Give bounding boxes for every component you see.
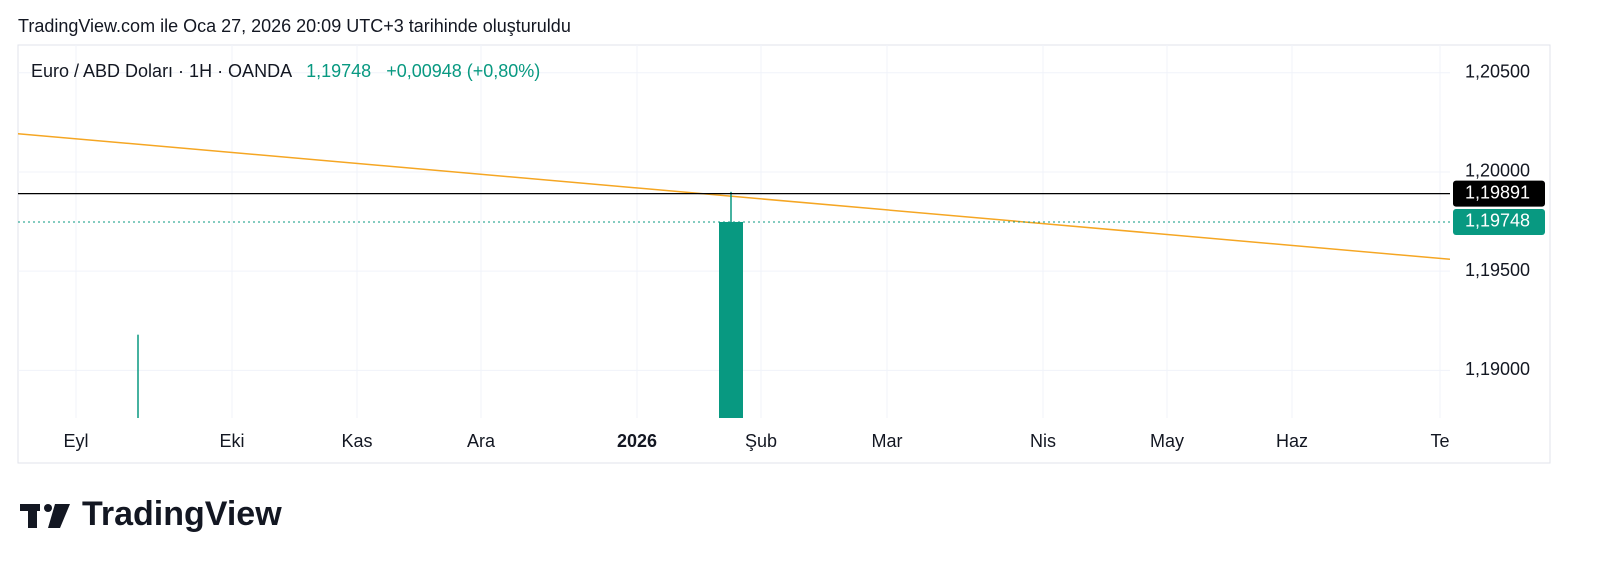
x-tick-label: Mar: [872, 431, 903, 451]
x-tick-label: Kas: [341, 431, 372, 451]
candle-body: [719, 221, 743, 418]
last-price: 1,19748: [306, 61, 371, 81]
candle-body: [126, 426, 150, 434]
x-tick-label: Nis: [1030, 431, 1056, 451]
x-tick-label: Haz: [1276, 431, 1308, 451]
price-label: 1,19748: [1465, 211, 1530, 231]
x-tick-label: Ara: [467, 431, 496, 451]
header: TradingView.com ile Oca 27, 2026 20:09 U…: [18, 16, 571, 36]
x-tick-label: May: [1150, 431, 1184, 451]
x-tick-label: Eyl: [63, 431, 88, 451]
symbol: Euro / ABD Doları · 1H · OANDA: [31, 61, 292, 81]
y-tick-label: 1,20500: [1465, 62, 1530, 82]
y-tick-label: 1,20000: [1465, 161, 1530, 181]
price-label-bg: [1453, 208, 1545, 235]
x-tick-label: Eki: [219, 431, 244, 451]
price-label: 1,19891: [1465, 182, 1530, 202]
x-tick-label: 2026: [617, 431, 657, 451]
logo: TradingView: [82, 495, 282, 533]
price-label-bg: [1453, 180, 1545, 207]
legend: Euro / ABD Doları · 1H · OANDA 1,19748 +…: [31, 61, 540, 81]
y-tick-label: 1,19000: [1465, 359, 1530, 379]
change: +0,00948 (+0,80%): [386, 61, 540, 81]
frame: [17, 44, 1551, 464]
x-tick-label: Te: [1430, 431, 1449, 451]
x-tick-label: Şub: [745, 431, 777, 451]
y-tick-label: 1,19500: [1465, 260, 1530, 280]
plot: [18, 132, 1450, 434]
trend-line: [18, 132, 1450, 261]
logo-mark: [20, 504, 70, 528]
